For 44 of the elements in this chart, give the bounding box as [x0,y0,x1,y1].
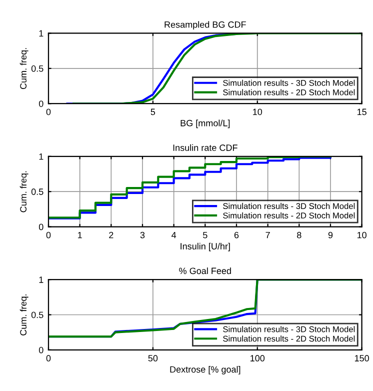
y-tick-label: 0.5 [31,312,44,318]
y-tick-label: 1 [39,153,44,160]
x-tick-label: 15 [357,108,366,116]
x-tick-label: 6 [234,232,239,238]
x-tick-label: 100 [250,355,265,362]
x-tick-label: 7 [266,232,270,238]
y-tick-label: 0.5 [31,65,44,72]
x-tick-label: 0 [46,355,51,362]
x-tick-label: 10 [253,108,262,116]
line-series [72,33,362,104]
x-axis-title: BG [mmol/L] [180,120,230,128]
x-tick-label: 50 [148,355,158,362]
legend-label: Simulation results - 3D Stoch Model [223,80,355,86]
x-tick-label: 4 [172,232,176,238]
x-axis-title: Insulin [U/hr] [180,242,230,252]
x-tick-label: 150 [354,355,369,362]
y-tick-label: 1 [39,276,44,283]
y-tick-label: 0.5 [31,188,44,195]
x-tick-label: 10 [357,232,366,238]
chart-title: Resampled BG CDF [164,21,246,30]
legend-label: Simulation results - 3D Stoch Model [223,326,355,332]
legend-label: Simulation results - 3D Stoch Model [223,202,355,210]
legend-label: Simulation results - 2D Stoch Model [223,89,355,96]
y-axis-title: Cum. freq. [20,171,28,212]
x-tick-label: 8 [297,232,302,238]
y-axis-title: Cum. freq. [20,48,28,90]
y-tick-label: 0 [38,224,44,230]
y-axis-title: Cum. freq. [20,294,28,336]
chart-title: Insulin rate CDF [173,144,238,151]
x-axis-title: Dextrose [% goal] [170,366,240,374]
x-tick-label: 0 [46,232,51,238]
x-tick-label: 3 [140,232,145,238]
y-tick-label: 0 [38,346,44,354]
y-tick-label: 0 [38,100,44,107]
chart-title: % Goal Feed [179,267,231,274]
x-tick-label: 9 [328,232,333,238]
x-tick-label: 5 [203,232,208,238]
legend-label: Simulation results - 2D Stoch Model [223,212,355,218]
x-tick-label: 5 [150,108,156,116]
x-tick-label: 0 [46,108,51,116]
x-tick-label: 2 [109,232,114,238]
y-tick-label: 1 [39,30,44,37]
x-tick-label: 1 [78,232,82,238]
legend-label: Simulation results - 2D Stoch Model [223,336,355,342]
